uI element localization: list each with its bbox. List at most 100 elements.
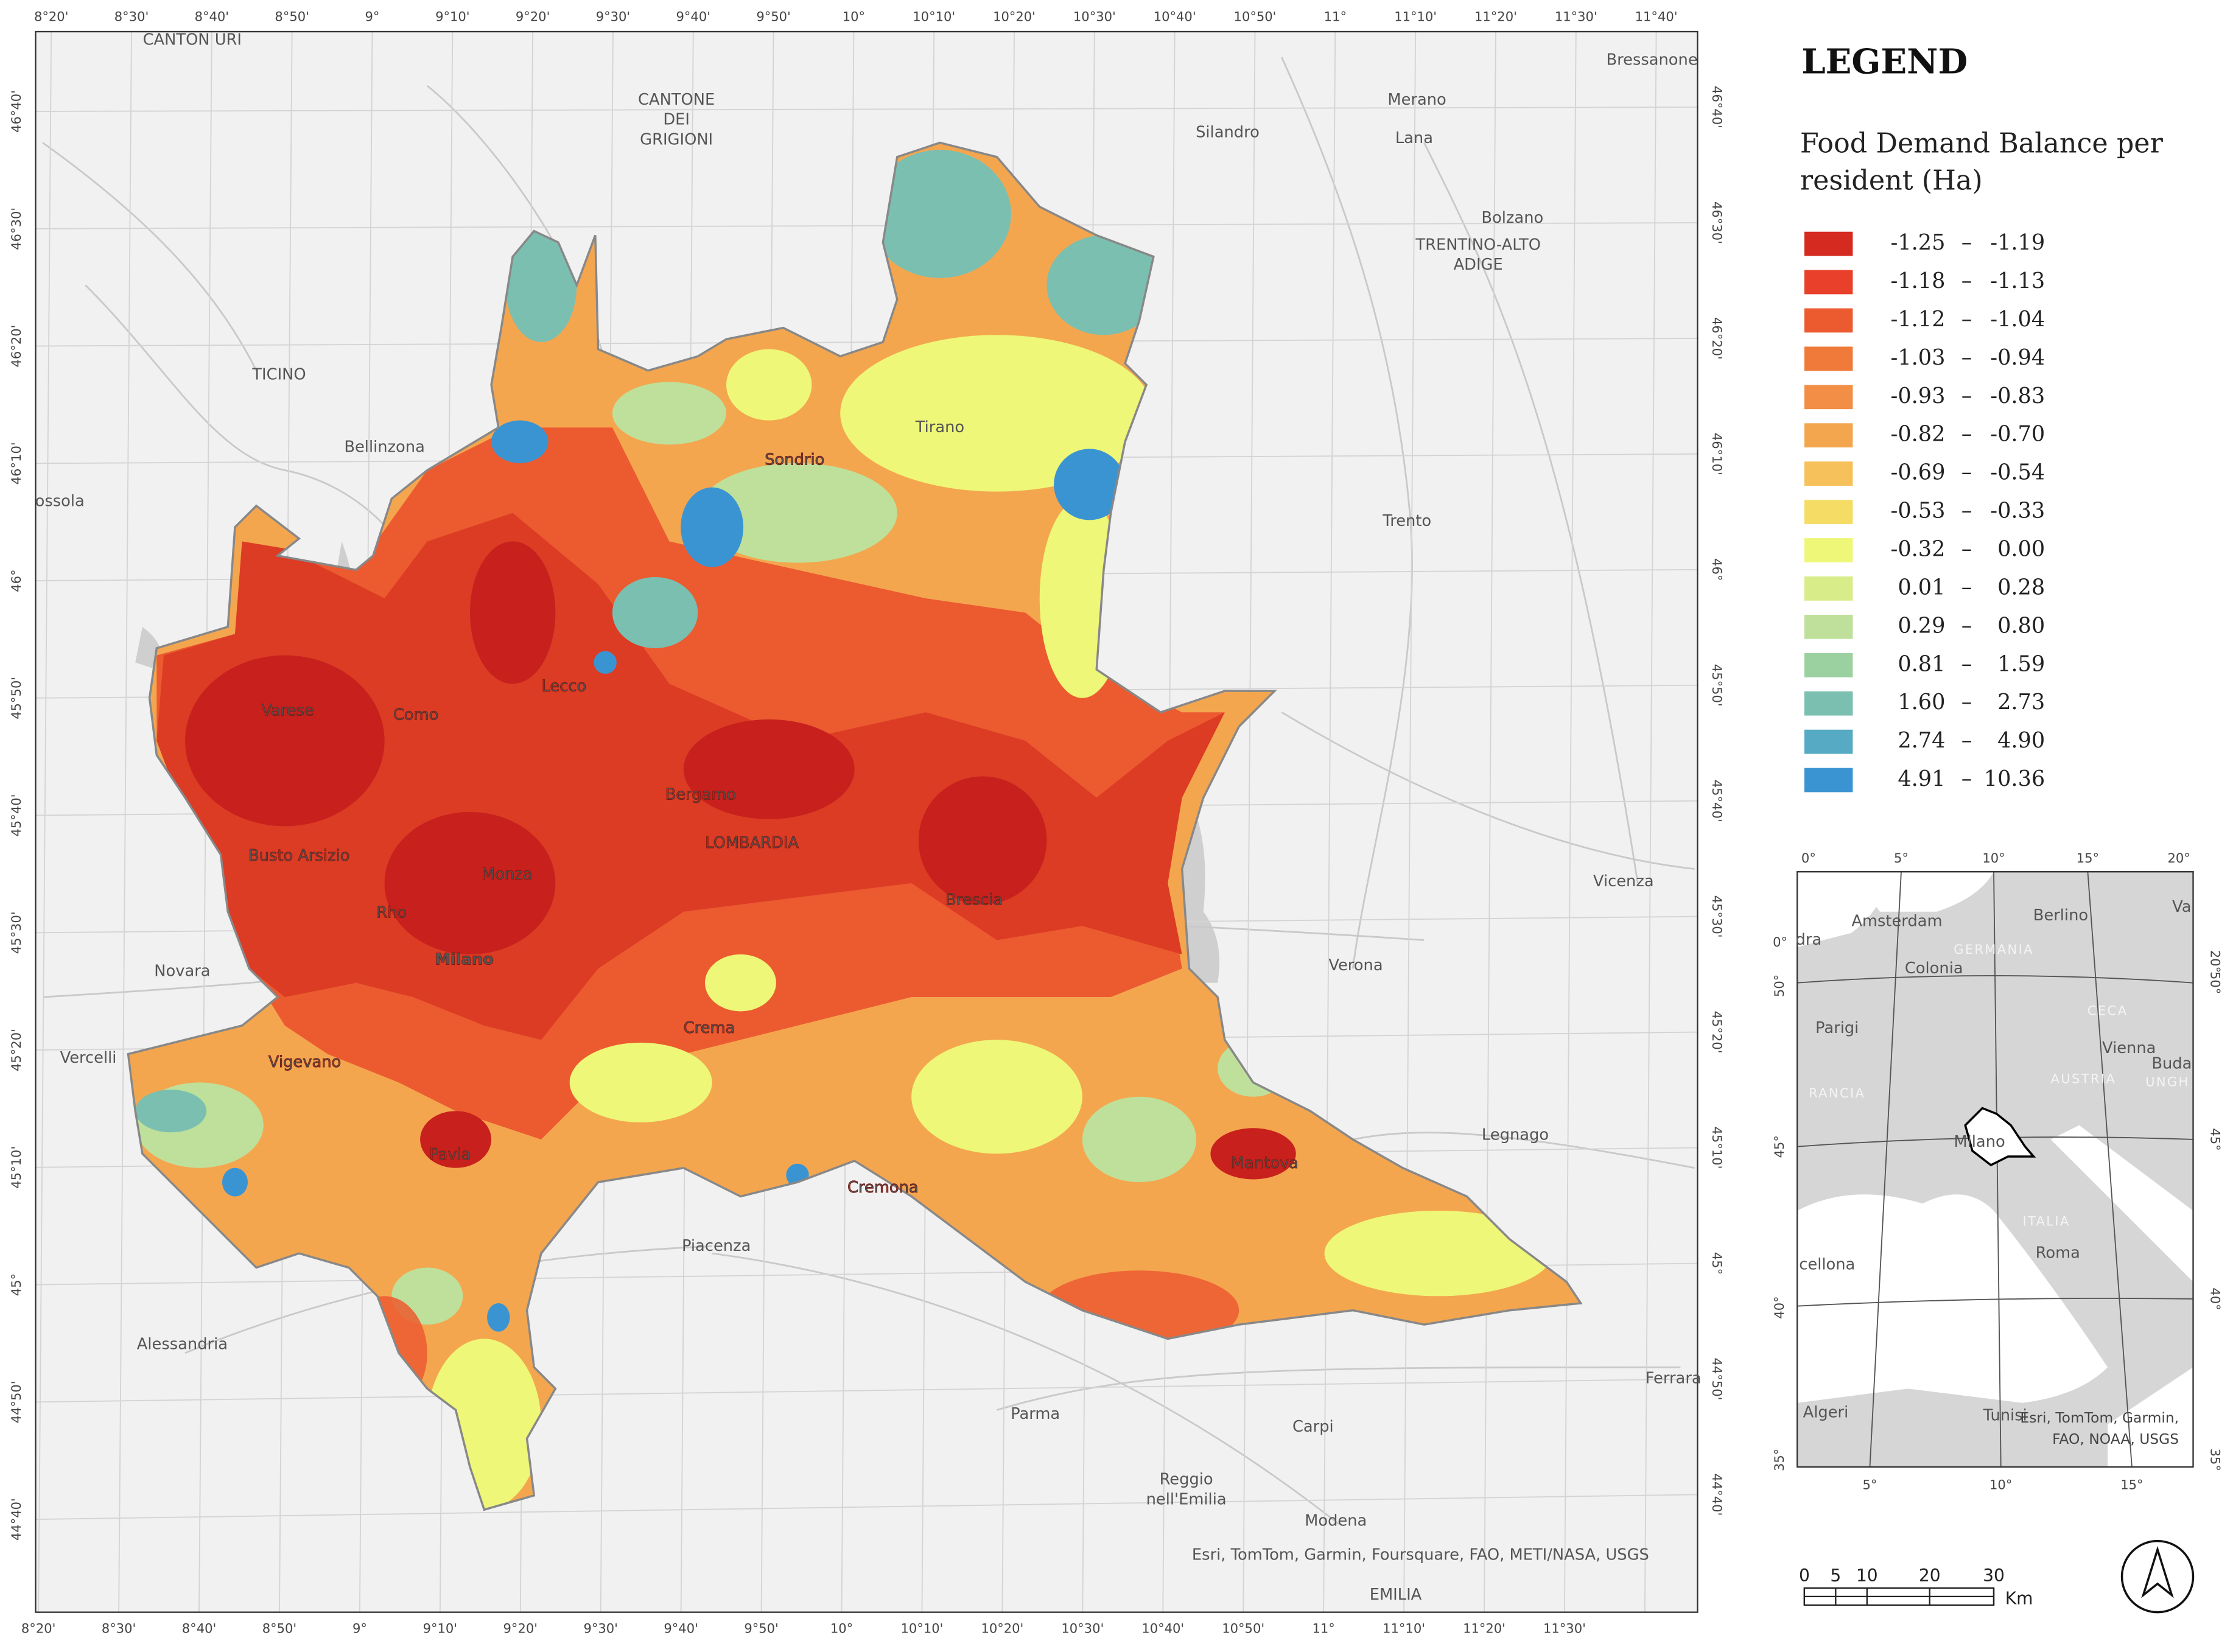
- legend-separator: –: [1961, 499, 1972, 523]
- meridian: [1564, 32, 1577, 1612]
- legend-to: -1.13: [1990, 268, 2045, 293]
- map-frame: [35, 32, 1698, 1612]
- inset-border: [1797, 871, 2194, 1468]
- graticule-label: 46°40': [9, 90, 24, 133]
- graticule-label: 8°20': [34, 9, 68, 24]
- graticule-label: 9°30': [596, 9, 630, 24]
- legend-swatch: [1804, 461, 1853, 486]
- legend-separator: –: [1961, 613, 1972, 638]
- place-label: Bergamo: [665, 785, 736, 803]
- scale-label: 20: [1919, 1566, 1941, 1586]
- place-label: Tirano: [915, 418, 964, 436]
- graticule-label: 45°40': [1709, 780, 1725, 822]
- legend-swatch: [1804, 768, 1853, 793]
- inset-place-label: UNGH: [2145, 1074, 2190, 1089]
- place-label: Novara: [154, 962, 210, 980]
- graticule-label: 44°50': [1709, 1358, 1725, 1401]
- graticule-label: 10°50': [1234, 9, 1277, 24]
- place-label: ossola: [35, 492, 85, 510]
- inset-attribution: Esri, TomTom, Garmin,: [2020, 1409, 2179, 1426]
- class-patches: [222, 420, 1126, 1332]
- graticule-label: 8°30': [102, 1621, 136, 1636]
- place-label: ADIGE: [1454, 256, 1503, 274]
- inset-place-label: AUSTRIA: [2051, 1071, 2117, 1087]
- place-label: Lana: [1395, 129, 1433, 147]
- inset-graticule-label: 0°: [1801, 850, 1816, 866]
- graticule-label: 8°30': [114, 9, 149, 24]
- graticule-label: 9°50': [756, 9, 790, 24]
- place-label: EMILIA: [1370, 1586, 1422, 1604]
- place-label: DEI: [663, 111, 690, 129]
- north-arrow: [2120, 1539, 2195, 1614]
- place-label: Como: [393, 705, 438, 724]
- graticule-label: 46°30': [1709, 201, 1725, 244]
- inset-place-label: Tunisi: [1983, 1406, 2027, 1424]
- parallel: [35, 107, 1698, 112]
- graticule-label: 46°20': [9, 325, 24, 368]
- legend-from: 0.01: [1898, 575, 1945, 600]
- place-label: Vicenza: [1593, 872, 1654, 891]
- graticule-label: 44°40': [9, 1498, 24, 1541]
- place-label: Legnago: [1482, 1125, 1549, 1144]
- legend-to: 10.36: [1984, 766, 2045, 791]
- legend-to: -1.19: [1990, 230, 2045, 255]
- legend-separator: –: [1961, 651, 1972, 676]
- graticule-label: 45°30': [9, 911, 24, 954]
- graticule-label: 46°10': [9, 442, 24, 485]
- place-label: Bellinzona: [344, 438, 425, 457]
- place-label: Brescia: [945, 891, 1003, 909]
- place-label: GRIGIONI: [640, 130, 713, 149]
- legend-separator: –: [1961, 345, 1972, 370]
- legend-from: -0.32: [1890, 536, 1945, 561]
- legend-swatch: [1804, 346, 1853, 371]
- place-label: Rho: [376, 904, 407, 922]
- inset-place-label: Milano: [1954, 1133, 2005, 1151]
- inset-labels: 0° 5° 10° 15° 20°5° 10° 15°0°50°45°40°35°20°50…: [1772, 850, 2223, 1492]
- graticule-label: 9°30': [583, 1621, 617, 1636]
- legend-swatch: [1804, 653, 1853, 677]
- graticule-label: 10°: [830, 1621, 853, 1636]
- legend-to: 0.28: [1997, 575, 2045, 600]
- scale-label: 0: [1799, 1566, 1810, 1586]
- legend-separator: –: [1961, 728, 1972, 753]
- legend-from: -0.82: [1890, 422, 1945, 447]
- legend-to: -0.83: [1990, 383, 2045, 408]
- parallel: [35, 1378, 1698, 1403]
- legend-from: -0.69: [1890, 460, 1945, 485]
- inset-graticule-label: 40°: [2208, 1287, 2223, 1310]
- place-label: Parma: [1011, 1405, 1060, 1423]
- graticule-labels: 8°20' 8°30' 8°40' 8°50' 9° 9°10' 9°20' 9°30' 9°4…: [9, 9, 1725, 1636]
- legend-swatch: [1804, 308, 1853, 333]
- graticule-label: 11°30': [1555, 9, 1597, 24]
- graticule-label: 9°10': [435, 9, 469, 24]
- meridian: [1644, 32, 1657, 1612]
- parallel: [35, 337, 1698, 347]
- legend-separator: –: [1961, 536, 1972, 561]
- inset-place-label: Algeri: [1803, 1404, 1849, 1422]
- inset-graticule-label: 5°: [1863, 1477, 1877, 1492]
- meridian: [38, 32, 52, 1612]
- inset-graticule-label: 45°: [1772, 1135, 1787, 1158]
- legend-to: -0.94: [1990, 345, 2045, 370]
- inset-map: 0° 5° 10° 15° 20°5° 10° 15°0°50°45°40°35°20°50…: [1772, 850, 2223, 1492]
- graticule-label: 10°40': [1154, 9, 1196, 24]
- inset-graticule-label: 15°: [2120, 1477, 2143, 1492]
- scale-label: 10: [1856, 1566, 1878, 1586]
- legend-to: 0.80: [1997, 613, 2045, 638]
- scale-label: 30: [1983, 1566, 2005, 1586]
- inset-graticule-label: 20°: [2167, 850, 2190, 866]
- place-label: Alessandria: [137, 1335, 228, 1353]
- legend-separator: –: [1961, 422, 1972, 447]
- place-label: Vercelli: [60, 1049, 117, 1067]
- place-label: Sondrio: [765, 451, 824, 469]
- legend-from: 0.81: [1898, 651, 1945, 676]
- graticule-label: 8°50': [262, 1621, 296, 1636]
- graticule-label: 10°20': [981, 1621, 1023, 1636]
- place-label: LOMBARDIA: [705, 834, 799, 852]
- place-label: nell'Emilia: [1146, 1490, 1227, 1508]
- legend-swatch: [1804, 576, 1853, 601]
- graticule-label: 9°20': [516, 9, 550, 24]
- place-label: TICINO: [251, 365, 306, 383]
